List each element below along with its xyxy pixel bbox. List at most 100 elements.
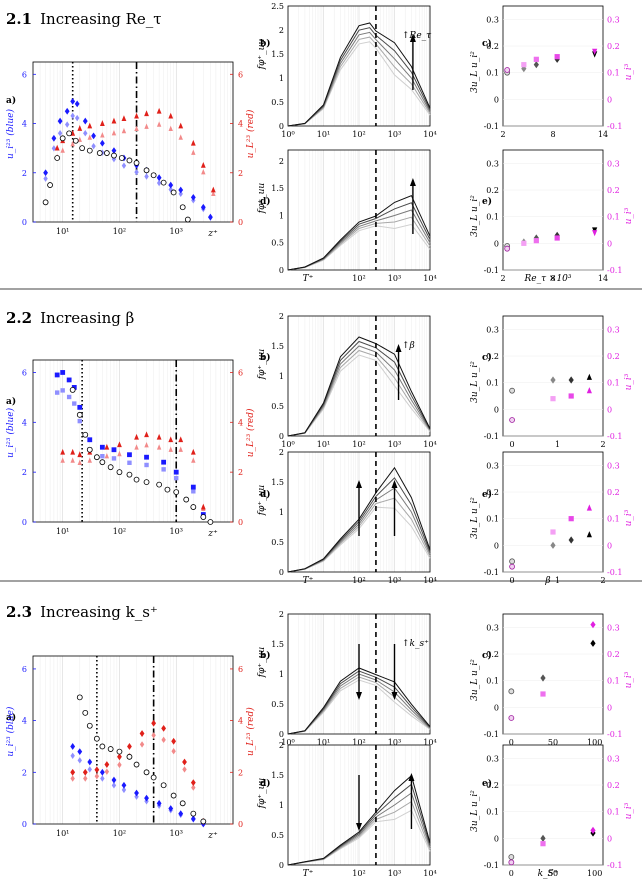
data-point: [64, 107, 70, 115]
x-tick: 10²: [352, 440, 365, 449]
y-tick-left: -0.1: [484, 432, 499, 441]
panel-2-2-d: 0 0.5 1 1.5 2 10² 10³ 10⁴ T⁺ fφ⁺_uu: [257, 448, 437, 586]
data-point: [59, 135, 66, 142]
data-point: [586, 373, 592, 380]
panel-label-2-1-a: a): [6, 95, 16, 106]
data-point: [54, 372, 60, 378]
data-point-faded: [111, 782, 117, 789]
y-axis-label-right: u_L²³ (red): [245, 408, 256, 457]
data-point: [70, 448, 76, 455]
data-point: [156, 433, 162, 440]
y-tick: 0: [279, 730, 284, 739]
data-point: [178, 122, 184, 129]
data-point-faded: [87, 766, 92, 773]
data-point-faded: [156, 179, 162, 187]
data-point: [151, 719, 157, 727]
x-tick: 50: [548, 869, 558, 878]
data-point: [521, 240, 527, 246]
panel-frame: [287, 744, 431, 866]
data-point: [60, 448, 66, 455]
x-axis-label: z⁺: [207, 529, 218, 539]
panel-frame: [287, 149, 431, 271]
data-point-faded: [54, 390, 60, 395]
y-tick-right: -0.1: [607, 266, 622, 275]
data-point: [126, 753, 133, 760]
data-point: [99, 139, 105, 147]
y-tick-right: 2: [238, 169, 243, 178]
x-tick: 10²: [113, 829, 126, 838]
y-axis-label: fφ⁺_uu: [257, 183, 267, 215]
data-point: [134, 112, 139, 119]
x-tick: 10⁰: [281, 130, 294, 139]
x-tick: 10³: [388, 130, 401, 139]
y-tick-right: 0.1: [607, 677, 620, 686]
y-tick-right: 0.1: [607, 808, 620, 817]
data-point: [143, 167, 150, 174]
trend-arrowhead: [356, 480, 362, 488]
data-point: [540, 674, 546, 682]
data-point: [540, 691, 546, 697]
x-tick: 10⁴: [423, 440, 436, 449]
y-tick-left: 0: [22, 820, 27, 829]
data-point: [156, 107, 162, 114]
data-point: [51, 134, 57, 142]
data-point: [504, 67, 511, 73]
y-tick: 0: [279, 266, 284, 275]
panel-label-2-3-c: c): [482, 650, 492, 661]
x-tick: 10⁰: [281, 738, 294, 747]
data-point-faded: [134, 168, 139, 176]
data-point: [117, 441, 122, 448]
y-axis-label-left: 3u_L u_i²: [470, 659, 480, 701]
x-tick: 10²: [352, 130, 365, 139]
data-point-faded: [77, 418, 82, 424]
data-point: [54, 155, 61, 161]
y-axis-label: fφ⁺_uu: [257, 647, 267, 679]
data-point: [127, 743, 132, 750]
y-tick-right: 0.2: [607, 186, 620, 195]
data-point: [509, 558, 515, 565]
data-point-faded: [100, 132, 105, 138]
data-point: [66, 130, 73, 137]
y-tick-left: 0.3: [486, 159, 499, 168]
data-point: [550, 541, 556, 549]
data-point: [72, 137, 79, 144]
panel-frame: [502, 451, 604, 573]
x-tick: 1: [555, 576, 560, 585]
data-point: [117, 753, 122, 761]
data-point: [540, 834, 546, 842]
data-point-faded: [178, 446, 183, 452]
data-point: [554, 54, 560, 60]
x-tick: 0: [509, 738, 514, 747]
spectrum-curve: [287, 774, 431, 866]
x-tick: 50: [548, 738, 558, 747]
y-tick-left: 4: [22, 717, 27, 726]
data-point: [144, 454, 149, 460]
y-tick: 1.5: [271, 478, 284, 487]
x-tick: 10²: [352, 869, 365, 878]
data-point-faded: [144, 442, 149, 448]
data-point: [144, 110, 149, 117]
data-point-faded: [134, 793, 139, 800]
data-point-faded: [191, 784, 196, 791]
data-point: [168, 805, 174, 812]
y-tick: 0: [279, 861, 284, 870]
data-point: [70, 743, 76, 750]
data-point: [111, 447, 117, 453]
panel-label-2-1-d: d): [260, 196, 271, 207]
panel-a-frame: [32, 359, 234, 523]
panel-a-frame: [32, 655, 234, 825]
data-point-faded: [100, 454, 105, 459]
section-title-2-3: 2.3 Increasing k_s⁺: [6, 603, 158, 621]
y-tick-left: 0.1: [486, 213, 499, 222]
data-point: [76, 694, 83, 701]
data-point-faded: [182, 766, 187, 773]
panel-2-3-a: 0 2 4 6 0 2 4 6 10¹ 10² 10³ z⁺ u_i²³ (blue) u_L²³ (re…: [5, 655, 256, 841]
y-tick-right: 6: [238, 368, 243, 377]
data-point: [190, 193, 196, 201]
data-point: [87, 122, 93, 129]
y-tick: 1.5: [271, 640, 284, 649]
data-point: [190, 779, 196, 787]
panel-a-frame: [32, 61, 234, 223]
y-tick: 1: [279, 211, 284, 220]
data-point-faded: [77, 136, 82, 142]
